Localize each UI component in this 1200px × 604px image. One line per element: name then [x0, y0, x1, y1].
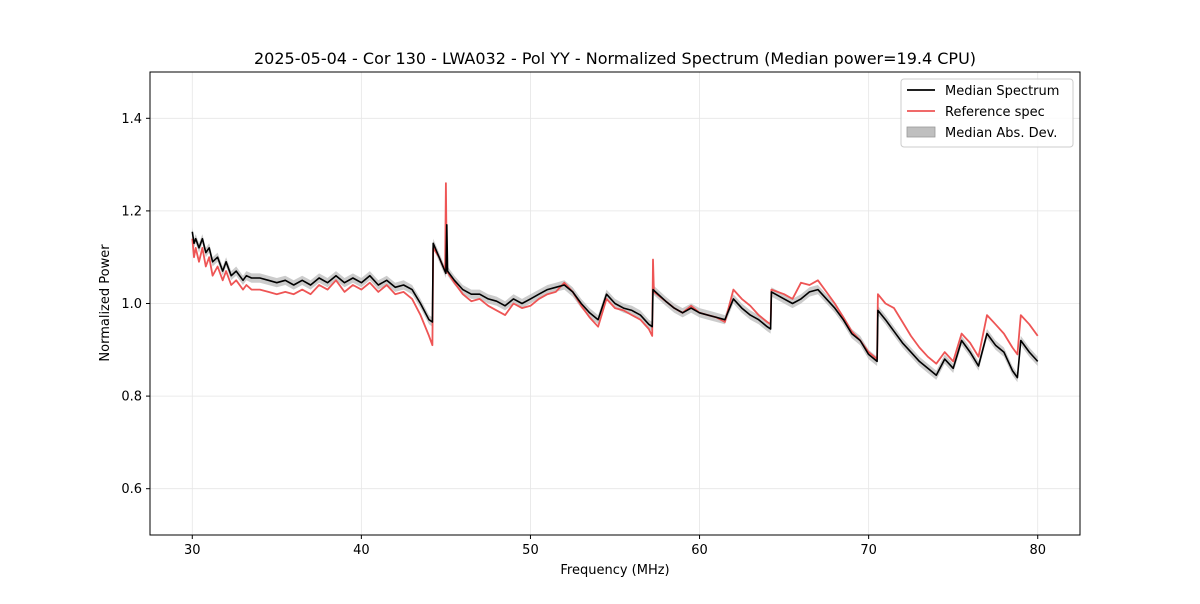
- x-tick-label: 50: [522, 543, 539, 558]
- median-spectrum-line: [191, 224, 1039, 379]
- x-tick-label: 30: [184, 543, 201, 558]
- x-tick-label: 70: [860, 543, 877, 558]
- legend-swatch-mad: [906, 126, 936, 138]
- mad-band: [192, 220, 1038, 383]
- legend-label-median: Median Spectrum: [945, 84, 1059, 99]
- legend-box: [900, 78, 1074, 148]
- x-tick-label: 40: [353, 543, 370, 558]
- y-tick-label: 0.6: [121, 482, 142, 497]
- axes: 30 40 50 60 70 80 0.6 0.8 1.0 1.2 1.4: [121, 112, 1046, 558]
- x-axis-label: Frequency (MHz): [560, 563, 669, 578]
- plot-area: [191, 182, 1039, 383]
- y-tick-label: 0.8: [121, 390, 142, 405]
- x-tick-label: 60: [691, 543, 708, 558]
- x-tick-label: 80: [1029, 543, 1046, 558]
- legend-label-mad: Median Abs. Dev.: [945, 126, 1057, 141]
- y-tick-label: 1.2: [121, 204, 142, 219]
- chart-title: 2025-05-04 - Cor 130 - LWA032 - Pol YY -…: [254, 49, 976, 68]
- y-tick-label: 1.4: [121, 112, 142, 127]
- legend: Median Spectrum Reference spec Median Ab…: [900, 78, 1074, 148]
- y-tick-label: 1.0: [121, 297, 142, 312]
- y-axis-label: Normalized Power: [98, 244, 113, 362]
- reference-spectrum-line: [191, 182, 1039, 365]
- legend-label-reference: Reference spec: [945, 105, 1045, 120]
